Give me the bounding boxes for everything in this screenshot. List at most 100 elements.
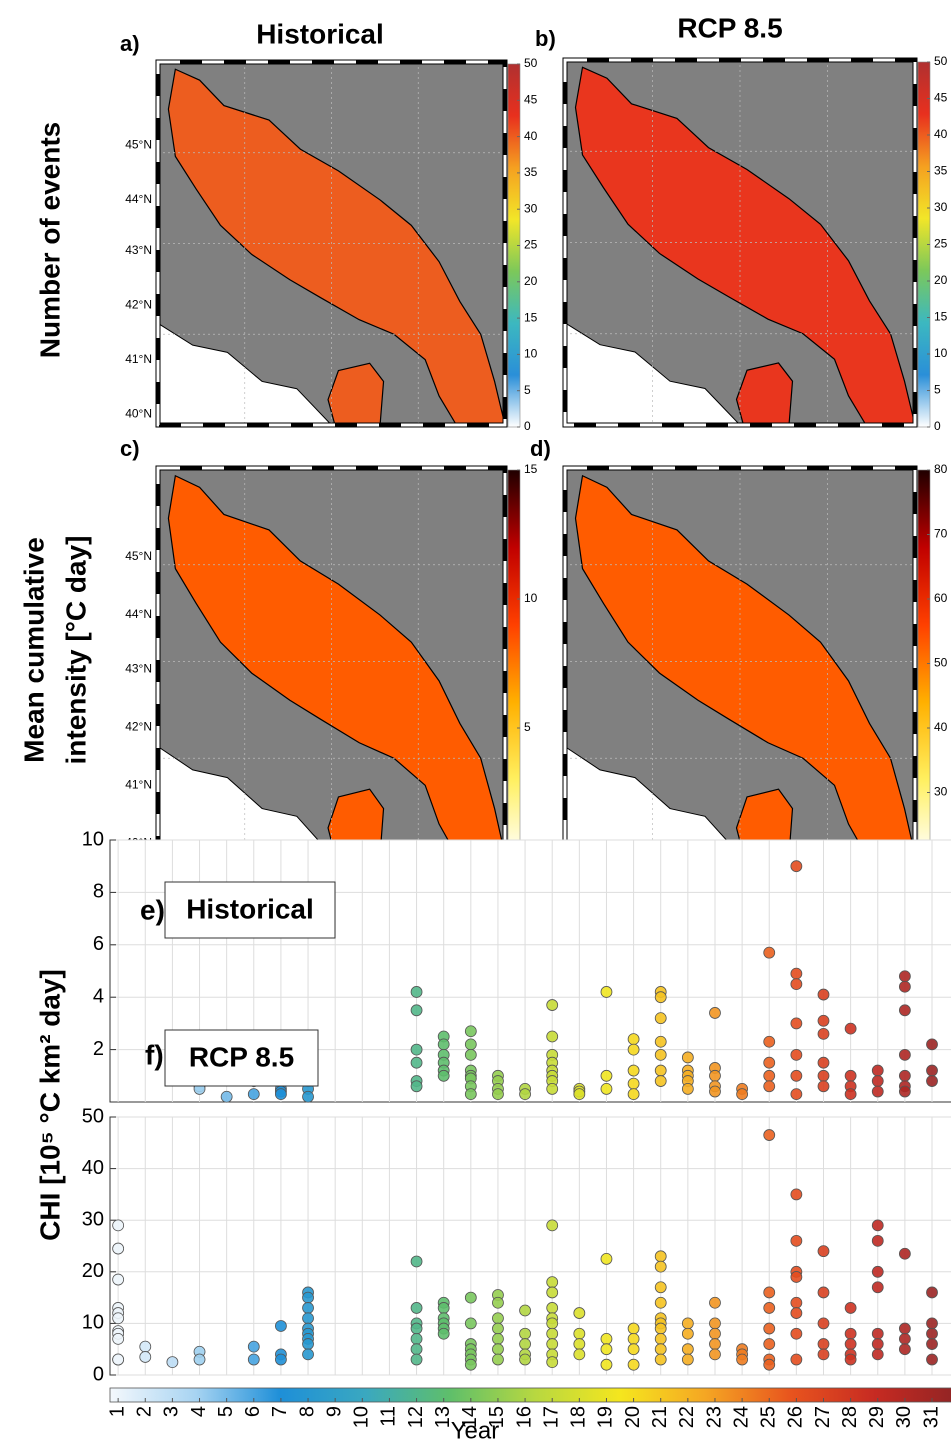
point xyxy=(492,1343,504,1356)
point xyxy=(464,1048,477,1061)
colorbar-tick-label: 2 xyxy=(134,1406,156,1417)
point xyxy=(410,1353,423,1366)
point xyxy=(627,1358,640,1371)
panel-label: e) xyxy=(140,894,165,925)
point xyxy=(573,1307,586,1319)
point xyxy=(871,1265,884,1278)
point xyxy=(600,1343,613,1356)
colorbar-tick-label: 15 xyxy=(934,310,948,324)
point xyxy=(898,1332,911,1345)
point xyxy=(709,1348,721,1361)
point xyxy=(681,1353,694,1366)
point xyxy=(763,1286,776,1299)
y-tick-label: 6 xyxy=(93,933,104,955)
point xyxy=(871,1348,884,1361)
y-tick-label: 2 xyxy=(93,1038,104,1060)
point xyxy=(112,1242,125,1255)
point xyxy=(654,991,667,1004)
panel-title: Historical xyxy=(186,893,314,924)
colorbar-tick-label: 7 xyxy=(269,1406,291,1417)
point xyxy=(437,1327,450,1340)
point xyxy=(627,1088,640,1101)
point xyxy=(709,1069,721,1082)
point xyxy=(275,1088,287,1101)
point xyxy=(546,1219,559,1232)
point xyxy=(492,1088,504,1101)
colorbar-tick-label: 24 xyxy=(730,1406,752,1428)
point xyxy=(898,1343,911,1356)
point xyxy=(926,1317,938,1330)
point xyxy=(736,1088,749,1101)
point xyxy=(519,1353,531,1366)
point xyxy=(898,1247,911,1260)
point xyxy=(709,1007,721,1019)
colorbar-tick-label: 30 xyxy=(524,201,538,215)
colorbar-tick-label: 16 xyxy=(513,1406,535,1428)
colorbar-tick-label: 27 xyxy=(812,1406,834,1428)
point xyxy=(112,1353,125,1366)
point xyxy=(763,1056,776,1069)
point xyxy=(193,1353,206,1366)
point xyxy=(627,1043,640,1056)
point xyxy=(763,1080,776,1093)
point xyxy=(763,1358,776,1371)
point xyxy=(871,1219,884,1232)
y-axis-label: CHI [10⁵ °C km² day] xyxy=(34,969,65,1241)
map-frame-dash xyxy=(563,466,917,857)
point xyxy=(437,1302,450,1314)
point xyxy=(546,1356,559,1368)
point xyxy=(112,1312,125,1325)
point xyxy=(464,1317,477,1330)
point xyxy=(654,1343,667,1356)
lat-label: 43°N xyxy=(125,243,152,257)
point xyxy=(898,1048,911,1061)
point xyxy=(790,1017,803,1030)
point xyxy=(871,1281,884,1294)
colorbar-label: Year xyxy=(451,1417,500,1444)
point xyxy=(519,1304,531,1317)
point xyxy=(302,1090,314,1103)
point xyxy=(519,1338,531,1350)
point xyxy=(654,1332,667,1345)
point xyxy=(654,1281,667,1294)
colorbar-tick-label: 25 xyxy=(758,1406,780,1428)
point xyxy=(898,1004,911,1017)
colorbar-tick-label: 15 xyxy=(524,310,538,324)
point xyxy=(247,1088,260,1101)
colorbar-tick-label: 17 xyxy=(540,1406,562,1428)
title-box xyxy=(164,1029,319,1087)
lat-label: 44°N xyxy=(125,607,152,621)
point xyxy=(709,1085,721,1098)
point xyxy=(546,1030,559,1043)
point xyxy=(844,1327,857,1340)
point xyxy=(790,1296,803,1309)
colorbar-tick-label: 40 xyxy=(934,127,948,141)
point xyxy=(437,1038,450,1051)
lat-label: 45°N xyxy=(125,549,152,563)
point xyxy=(492,1353,504,1366)
point xyxy=(871,1085,884,1098)
colorbar-tick-label: 25 xyxy=(524,238,538,252)
point xyxy=(627,1077,640,1090)
point xyxy=(654,1035,667,1048)
point xyxy=(139,1351,152,1363)
colorbar-tick-label: 14 xyxy=(459,1406,481,1428)
point xyxy=(817,988,830,1001)
point xyxy=(627,1343,640,1356)
point xyxy=(898,970,911,983)
point xyxy=(817,1317,830,1330)
point xyxy=(844,1022,857,1035)
colorbar-tick-label: 10 xyxy=(351,1406,373,1428)
colorbar-tick-label: 5 xyxy=(524,720,531,734)
point xyxy=(790,1048,803,1061)
colorbar-tick-label: 19 xyxy=(595,1406,617,1428)
colorbar-tick-label: 20 xyxy=(934,273,948,287)
point xyxy=(410,1043,423,1056)
colorbar-tick-label: 35 xyxy=(934,164,948,178)
y-tick-label: 20 xyxy=(82,1260,104,1282)
panel-label: f) xyxy=(145,1039,164,1070)
point xyxy=(681,1343,694,1356)
point xyxy=(681,1327,694,1340)
colorbar xyxy=(507,469,521,858)
point xyxy=(546,1083,559,1095)
